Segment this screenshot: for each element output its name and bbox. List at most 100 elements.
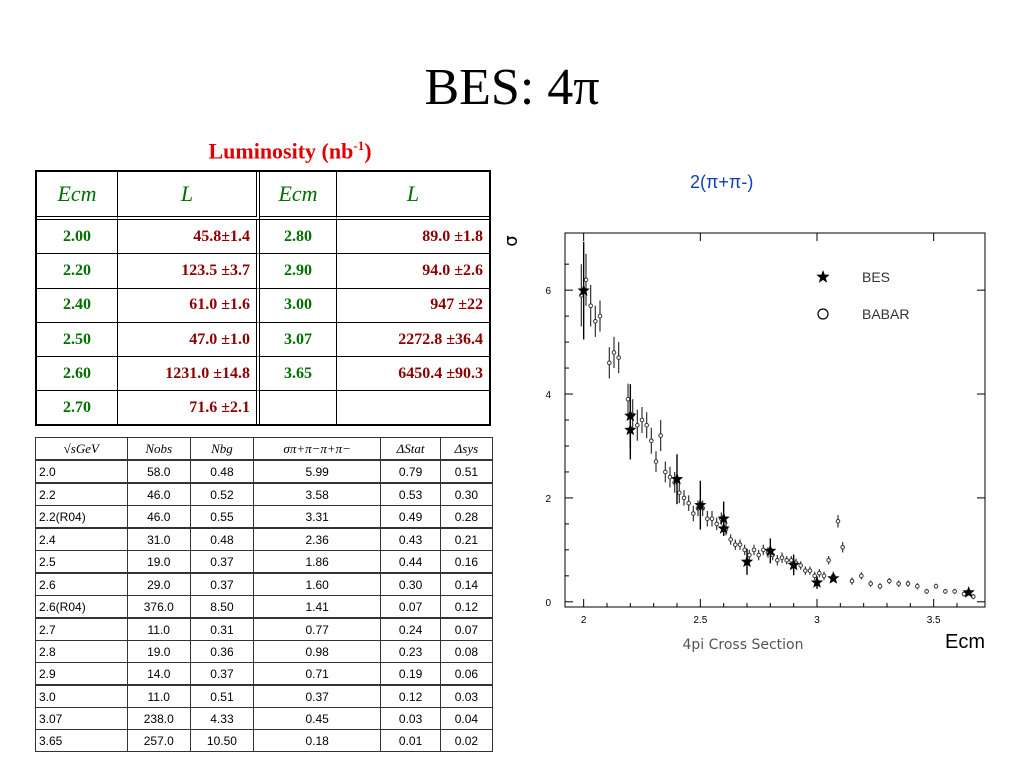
babar-point [933, 583, 939, 589]
cross-section-cell: 1.60 [253, 572, 382, 596]
table-row: 3.0 11.0 0.51 0.37 0.12 0.03 [35, 684, 494, 708]
babar-point [658, 433, 663, 438]
cross-section-cell: 0.19 [380, 662, 441, 686]
babar-point [653, 459, 659, 464]
babar-point [751, 547, 757, 553]
cross-section-cell: 14.0 [126, 662, 191, 686]
cross-section-cell: 0.30 [380, 572, 441, 596]
cross-section-cell: 4.33 [189, 707, 255, 730]
cross-section-cell: 2.0 [35, 459, 128, 484]
cross-section-cell: 19.0 [126, 550, 191, 574]
cross-section-cell: 0.08 [439, 640, 494, 663]
babar-point [644, 422, 649, 428]
bes-point [787, 558, 800, 571]
lum-cell: 3.07 [260, 322, 337, 358]
babar-point [677, 490, 682, 496]
table-row: 2.2 46.0 0.52 3.58 0.53 0.30 [35, 482, 494, 506]
cross-section-cell: 2.36 [253, 527, 382, 551]
cross-section-header: Δsys [439, 437, 494, 461]
table-row: 2.60 1231.0 ±14.8 3.65 6450.4 ±90.3 [37, 357, 489, 392]
cross-section-cell: 0.79 [380, 459, 441, 484]
babar-point [728, 537, 733, 542]
cross-section-cell: 0.71 [253, 662, 382, 686]
babar-point [681, 495, 687, 501]
cross-section-cell: 11.0 [126, 617, 191, 641]
babar-point [663, 469, 668, 475]
lum-cell: 61.0 ±1.6 [118, 288, 260, 323]
cross-section-cell: 0.18 [253, 729, 382, 752]
cross-section-cell: 0.16 [439, 550, 494, 574]
cross-section-cell: 0.23 [380, 640, 441, 663]
cross-section-cell: 0.01 [380, 729, 441, 752]
bes-point [962, 586, 975, 598]
table-row: 2.5 19.0 0.37 1.86 0.44 0.16 [35, 550, 494, 574]
cross-section-header: ΔStat [380, 437, 441, 461]
cross-section-cell: 31.0 [126, 527, 191, 551]
cross-section-cell: 10.50 [189, 729, 255, 752]
y-tick-label: 6 [545, 286, 551, 297]
cross-section-cell: 0.37 [189, 550, 255, 574]
babar-point [877, 583, 883, 589]
cross-section-cell: 8.50 [189, 595, 255, 619]
cross-section-header-row: √sGeV Nobs Nbg σπ+π−π+π− ΔStat Δsys [35, 437, 494, 461]
babar-point [779, 555, 785, 560]
luminosity-caption-text: Luminosity (nb [208, 138, 354, 164]
babar-point [686, 500, 691, 506]
cross-section-cell: 0.55 [189, 505, 255, 529]
bes-point [577, 284, 590, 296]
cross-section-cell: 1.86 [253, 550, 382, 574]
babar-point [952, 589, 957, 594]
lum-header-l: L [118, 172, 260, 220]
cross-section-cell: 0.51 [439, 459, 494, 484]
cross-section-cell: 0.43 [380, 527, 441, 551]
table-row: 2.6(R04) 376.0 8.50 1.41 0.07 0.12 [35, 595, 494, 619]
cross-section-cell: 46.0 [126, 505, 191, 529]
bes-point [764, 544, 777, 557]
cross-section-cell: 376.0 [126, 595, 191, 619]
cross-section-cell: 0.37 [189, 662, 255, 686]
y-tick-label: 4 [545, 390, 551, 401]
cross-section-cell: 0.30 [439, 482, 494, 506]
cross-section-cell: 0.37 [253, 684, 382, 708]
babar-point [915, 583, 920, 589]
cross-section-cell: 0.45 [253, 707, 382, 730]
cross-section-cell: 2.5 [35, 550, 128, 574]
lum-header-ecm: Ecm [260, 172, 337, 220]
babar-point [821, 573, 827, 579]
lum-cell: 2.70 [37, 391, 118, 424]
babar-point [859, 573, 864, 579]
babar-point [616, 355, 621, 360]
babar-point [784, 557, 789, 563]
lum-header-ecm: Ecm [37, 172, 118, 220]
table-row: 2.40 61.0 ±1.6 3.00 947 ±22 [37, 288, 489, 323]
babar-point [607, 360, 612, 366]
cross-section-cell: 0.04 [439, 707, 494, 730]
cross-section-cell: 238.0 [126, 707, 191, 730]
table-row: 2.4 31.0 0.48 2.36 0.43 0.21 [35, 527, 494, 551]
cross-section-cell: 0.52 [189, 482, 255, 506]
x-tick-label: 3.5 [927, 615, 941, 626]
luminosity-caption-sup: -1 [353, 138, 365, 153]
cross-section-cell: 2.7 [35, 617, 128, 641]
babar-point [747, 552, 752, 558]
x-tick-label: 2 [581, 615, 587, 626]
babar-point [905, 581, 911, 586]
table-row: 2.7 11.0 0.31 0.77 0.24 0.07 [35, 617, 494, 641]
cross-section-cell: 0.77 [253, 617, 382, 641]
cross-section-header: Nobs [126, 437, 191, 461]
y-axis-label: σ [505, 235, 522, 246]
babar-point [625, 396, 631, 402]
cross-section-cell: 0.14 [439, 572, 494, 596]
babar-point [803, 568, 808, 573]
lum-cell: 947 ±22 [337, 289, 489, 323]
babar-point [849, 578, 855, 584]
babar-point [826, 557, 831, 563]
lum-cell: 2.80 [260, 220, 337, 255]
cross-section-cell: 3.0 [35, 684, 128, 708]
babar-point [597, 313, 603, 319]
babar-point [709, 516, 715, 521]
cross-section-table: √sGeV Nobs Nbg σπ+π−π+π− ΔStat Δsys 2.0 58.0 0.… [35, 437, 494, 752]
luminosity-caption-end: ) [364, 138, 372, 164]
cross-section-cell: 2.6(R04) [35, 595, 128, 619]
x-axis-label: Ecm [945, 631, 985, 653]
